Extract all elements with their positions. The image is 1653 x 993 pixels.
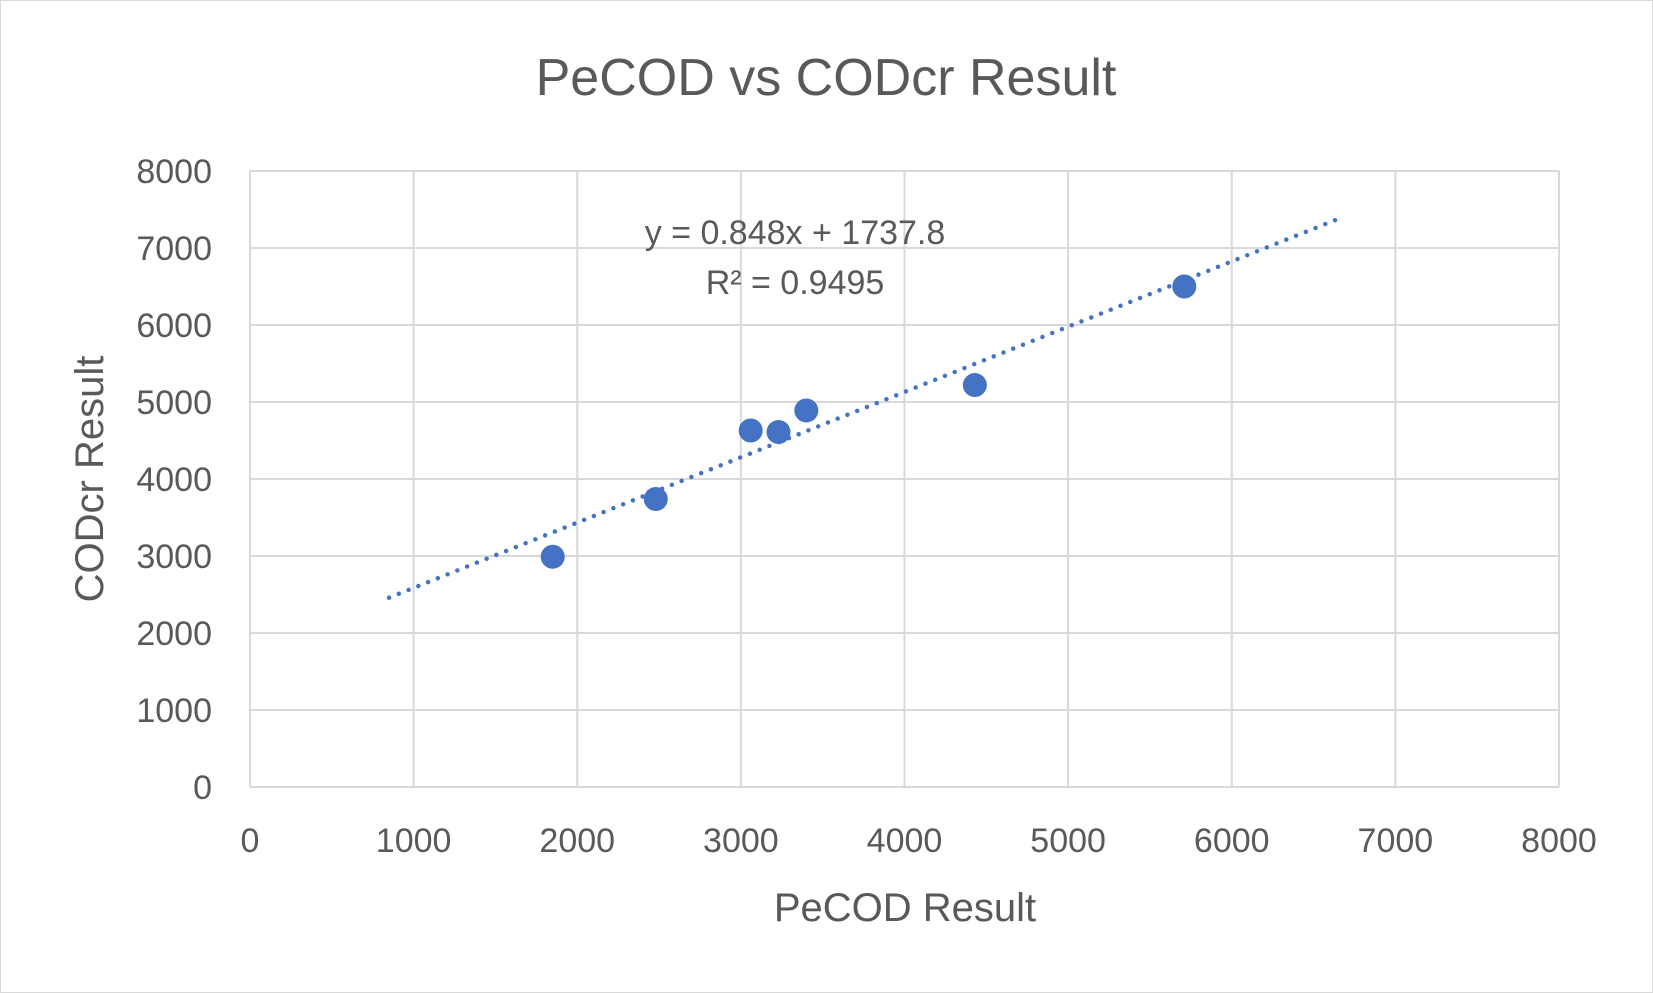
y-tick-label: 4000 [136,461,212,499]
data-point [962,373,987,398]
chart-title: PeCOD vs CODcr Result [536,49,1117,107]
x-tick-label: 4000 [867,822,943,860]
y-tick-labels: 0 1000 2000 3000 4000 5000 6000 7000 8000 [136,153,212,807]
data-point [766,420,791,445]
y-tick-label: 1000 [136,692,212,730]
data-point [643,487,668,512]
y-axis-label: CODcr Result [68,356,112,603]
x-tick-label: 0 [241,822,260,860]
y-tick-label: 6000 [136,307,212,345]
y-tick-label: 8000 [136,153,212,191]
data-point [738,418,763,443]
y-tick-label: 0 [193,769,212,807]
x-tick-label: 3000 [703,822,779,860]
x-tick-label: 1000 [376,822,452,860]
trendline-r-squared: R² = 0.9495 [706,264,885,302]
grid-lines [249,170,1560,788]
data-point [794,398,819,423]
data-point [540,544,565,569]
trendline-equation: y = 0.848x + 1737.8 [645,214,946,252]
y-tick-label: 2000 [136,615,212,653]
y-tick-label: 5000 [136,384,212,422]
x-axis-label: PeCOD Result [774,886,1036,930]
y-tick-label: 7000 [136,230,212,268]
x-tick-label: 2000 [539,822,615,860]
data-points [540,274,1197,569]
x-tick-label: 5000 [1030,822,1106,860]
x-tick-label: 8000 [1521,822,1597,860]
x-tick-labels: 0 1000 2000 3000 4000 5000 6000 7000 8000 [241,822,1597,860]
x-tick-label: 6000 [1194,822,1270,860]
data-point [1172,274,1197,299]
y-tick-label: 3000 [136,538,212,576]
x-tick-label: 7000 [1358,822,1434,860]
